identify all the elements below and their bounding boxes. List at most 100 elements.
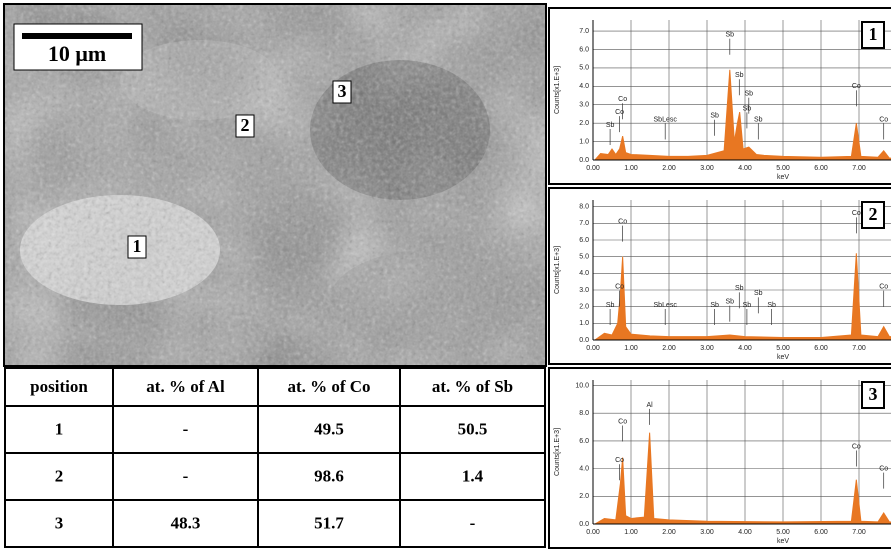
y-tick-label: 1.0: [579, 320, 589, 327]
marker-box: [235, 114, 255, 138]
panel-border: [548, 367, 891, 549]
y-tick-label: 0.0: [579, 521, 589, 528]
spectrum-area: [594, 69, 891, 160]
x-tick-label: 7.00: [852, 345, 866, 352]
y-tick-label: 8.0: [579, 204, 589, 211]
peak-label: Co: [879, 284, 888, 291]
x-tick-label: 5.00: [776, 345, 790, 352]
y-tick-label: 4.0: [579, 465, 589, 472]
x-tick-label: 1.00: [624, 165, 638, 172]
peak-label: Co: [615, 457, 624, 464]
spectrum-panel: 0.0 2.0 4.0 6.0 8.0 10.0 0.00 1.00 2.00 3.00 4.00 5…: [548, 367, 891, 549]
table-value: 51.7: [314, 513, 344, 532]
table-header: at. % of Al: [146, 377, 225, 396]
peak-label: Al: [647, 402, 654, 409]
marker-box: [332, 80, 352, 104]
x-tick-label: 3.00: [700, 165, 714, 172]
tag-label: 2: [869, 204, 878, 224]
x-tick-label: 4.00: [738, 529, 752, 536]
table-header: at. % of Sb: [432, 377, 513, 396]
spectrum-line: [594, 253, 891, 341]
peak-label: Sb: [735, 72, 744, 79]
y-tick-label: 0.0: [579, 337, 589, 344]
scale-label: 10 μm: [48, 41, 106, 66]
table-cell: [257, 367, 401, 407]
spectrum-line: [594, 432, 891, 525]
x-axis-label: keV: [777, 538, 789, 545]
peak-label: Sb: [606, 302, 615, 309]
x-tick-label: 0.00: [586, 529, 600, 536]
table-value: 49.5: [314, 419, 344, 438]
peak-label: SbLesc: [654, 302, 678, 309]
peak-label: Co: [618, 96, 627, 103]
y-tick-label: 2.0: [579, 304, 589, 311]
y-tick-label: 10.0: [575, 382, 589, 389]
peak-label: Sb: [745, 91, 754, 98]
peak-label: Sb: [606, 122, 615, 129]
x-tick-label: 0.00: [586, 165, 600, 172]
peak-label: Co: [879, 465, 888, 472]
peak-label: Sb: [735, 285, 744, 292]
table-cell: [257, 499, 401, 548]
x-tick-label: 5.00: [776, 529, 790, 536]
table-value: 1: [55, 419, 64, 438]
peak-label: Sb: [726, 299, 735, 306]
table-header: position: [30, 377, 88, 396]
y-tick-label: 4.0: [579, 270, 589, 277]
peak-label: Sb: [743, 302, 752, 309]
x-axis-label: keV: [777, 174, 789, 181]
x-tick-label: 6.00: [814, 345, 828, 352]
x-tick-label: 2.00: [662, 345, 676, 352]
tag-box: [861, 381, 885, 409]
table-value: 2: [55, 466, 64, 485]
x-tick-label: 4.00: [738, 165, 752, 172]
table-cell: [112, 499, 259, 548]
y-tick-label: 8.0: [579, 410, 589, 417]
peak-label: Co: [615, 109, 624, 116]
table-cell: [257, 452, 401, 501]
spectra: 0.01.02.03.04.05.06.07.00.00 1.00 2.00 3.00…: [548, 7, 891, 549]
table-value: 50.5: [458, 419, 488, 438]
x-tick-label: 7.00: [852, 529, 866, 536]
y-tick-label: 3.0: [579, 102, 589, 109]
peak-label: SbLesc: [654, 116, 678, 123]
y-tick-label: 7.0: [579, 220, 589, 227]
y-axis-label: Counts[x1.E+3]: [554, 246, 561, 294]
marker: 1: [133, 236, 142, 256]
marker: 2: [241, 115, 250, 135]
y-tick-label: 3.0: [579, 287, 589, 294]
spectrum-panel: 0.0 1.0 2.0 3.0 4.0 5.0 6.0 7.0 0.00 1.00 2.00 3.00…: [548, 7, 891, 185]
image-border: [3, 3, 547, 367]
y-tick-label: 2.0: [579, 120, 589, 127]
table-value: -: [470, 513, 476, 532]
peak-label: Sb: [726, 32, 735, 39]
spectrum-line: [594, 69, 891, 161]
spectrum-area: [594, 253, 891, 340]
scale-box: [13, 23, 143, 71]
tag-box: [861, 201, 885, 229]
y-axis-label: Counts[x1.E+3]: [554, 428, 561, 476]
peak-label: Co: [852, 83, 861, 90]
x-tick-label: 1.00: [624, 345, 638, 352]
table-value: -: [183, 466, 189, 485]
x-tick-label: 2.00: [662, 165, 676, 172]
table: position at. % of Al at. % of Co at. % of S…: [4, 367, 546, 548]
tag-box: [861, 21, 885, 49]
peak-label: Sb: [710, 113, 719, 120]
y-tick-label: 6.0: [579, 438, 589, 445]
table-cell: [399, 499, 546, 548]
tag-label: 3: [869, 384, 878, 404]
peak-label: Co: [879, 116, 888, 123]
peak-label: Sb: [767, 302, 776, 309]
table-header: at. % of Co: [287, 377, 370, 396]
peak-label: Co: [852, 210, 861, 217]
y-tick-label: 0.0: [579, 157, 589, 164]
y-tick-label: 5.0: [579, 65, 589, 72]
tag-label: 1: [869, 24, 878, 44]
peak-label: Sb: [743, 105, 752, 112]
peak-label: Co: [618, 219, 627, 226]
marker: 3: [338, 81, 347, 101]
sem-image: [5, 5, 545, 365]
spectrum-panel: 0.0 1.0 2.0 3.0 4.0 5.0 6.0 7.0 8.0 0.00 1.00 2.00 3…: [548, 187, 891, 365]
